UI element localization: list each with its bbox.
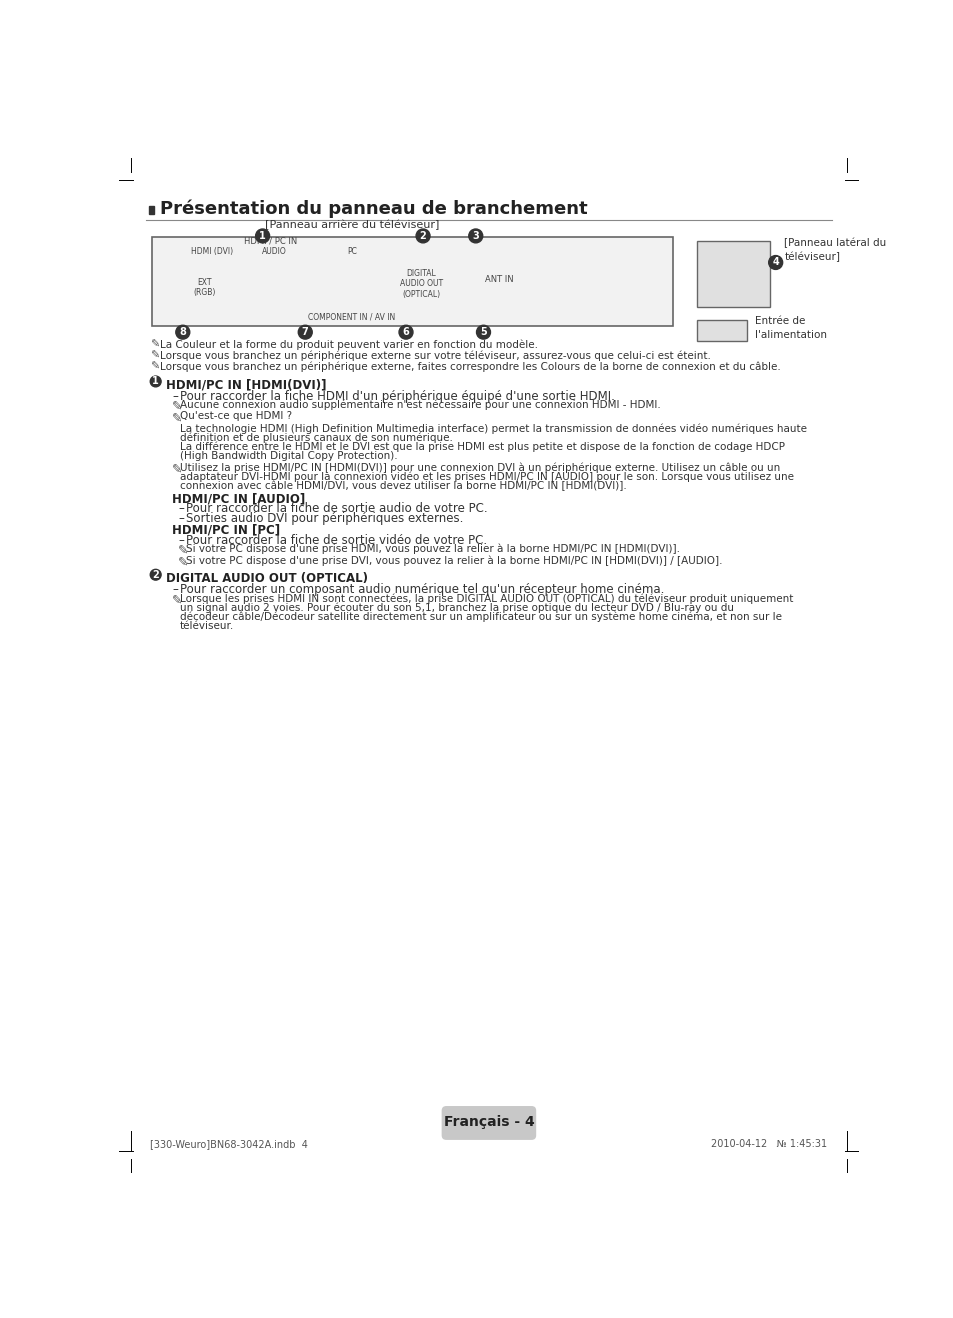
Text: Lorsque vous branchez un périphérique externe sur votre téléviseur, assurez-vous: Lorsque vous branchez un périphérique ex… xyxy=(160,351,710,361)
Text: Présentation du panneau de branchement: Présentation du panneau de branchement xyxy=(160,200,587,219)
Text: –: – xyxy=(178,502,184,515)
Circle shape xyxy=(476,326,490,339)
Bar xyxy=(696,241,769,307)
Text: ✎: ✎ xyxy=(150,361,159,372)
Text: La Couleur et la forme du produit peuvent varier en fonction du modèle.: La Couleur et la forme du produit peuven… xyxy=(160,340,537,351)
Text: Pour raccorder la fiche HDMI d'un périphérique équipé d'une sortie HDMI.: Pour raccorder la fiche HDMI d'un périph… xyxy=(179,390,614,403)
Text: Entrée de
l'alimentation: Entrée de l'alimentation xyxy=(754,316,826,340)
Text: ✎: ✎ xyxy=(172,463,182,476)
Text: ✎: ✎ xyxy=(178,555,189,568)
Text: 2010-04-12   № 1:45:31: 2010-04-12 № 1:45:31 xyxy=(711,1139,827,1149)
Bar xyxy=(152,237,673,326)
Text: Pour raccorder un composant audio numérique tel qu'un récepteur home cinéma.: Pour raccorder un composant audio numéri… xyxy=(179,583,663,596)
Text: un signal audio 2 voies. Pour écouter du son 5,1, branchez la prise optique du l: un signal audio 2 voies. Pour écouter du… xyxy=(179,602,733,613)
Text: 4: 4 xyxy=(772,257,779,268)
Circle shape xyxy=(150,376,161,387)
Text: ✎: ✎ xyxy=(172,411,182,424)
Text: EXT
(RGB): EXT (RGB) xyxy=(193,278,215,298)
Text: 3: 3 xyxy=(472,231,478,241)
Text: Pour raccorder la fiche de sortie audio de votre PC.: Pour raccorder la fiche de sortie audio … xyxy=(186,502,487,515)
Text: Si votre PC dispose d'une prise HDMI, vous pouvez la relier à la borne HDMI/PC I: Si votre PC dispose d'une prise HDMI, vo… xyxy=(186,544,679,555)
Text: –: – xyxy=(172,390,177,403)
Text: téléviseur.: téléviseur. xyxy=(179,621,233,631)
Text: 2: 2 xyxy=(419,231,426,241)
Text: 1: 1 xyxy=(259,231,266,241)
Text: ANT IN: ANT IN xyxy=(484,275,513,285)
Text: ✎: ✎ xyxy=(178,544,189,558)
Text: DIGITAL
AUDIO OUT
(OPTICAL): DIGITAL AUDIO OUT (OPTICAL) xyxy=(399,269,442,299)
Text: (High Bandwidth Digital Copy Protection).: (High Bandwidth Digital Copy Protection)… xyxy=(179,451,396,461)
Text: COMPONENT IN / AV IN: COMPONENT IN / AV IN xyxy=(308,312,395,322)
Text: AUDIO: AUDIO xyxy=(262,246,286,256)
Text: –: – xyxy=(172,583,177,596)
Text: HDMI (DVI): HDMI (DVI) xyxy=(191,246,233,256)
Text: HDMI / PC IN: HDMI / PC IN xyxy=(244,237,296,246)
Circle shape xyxy=(255,229,270,243)
Text: 6: 6 xyxy=(402,327,409,337)
Circle shape xyxy=(298,326,312,339)
Text: ✎: ✎ xyxy=(150,351,159,361)
Text: Français - 4: Français - 4 xyxy=(443,1115,534,1130)
Text: La technologie HDMI (High Definition Multimedia interface) permet la transmissio: La technologie HDMI (High Definition Mul… xyxy=(179,423,806,434)
Text: PC: PC xyxy=(347,246,356,256)
Bar xyxy=(696,320,746,341)
Circle shape xyxy=(416,229,430,243)
Text: 5: 5 xyxy=(479,327,486,337)
Text: –: – xyxy=(178,534,184,547)
Text: 1: 1 xyxy=(152,377,159,386)
Text: [Panneau latéral du
téléviseur]: [Panneau latéral du téléviseur] xyxy=(783,237,885,262)
Text: La différence entre le HDMI et le DVI est que la prise HDMI est plus petite et d: La différence entre le HDMI et le DVI es… xyxy=(179,442,784,452)
Text: Lorsque vous branchez un périphérique externe, faites correspondre les Colours d: Lorsque vous branchez un périphérique ex… xyxy=(160,361,781,372)
Text: Aucune connexion audio supplémentaire n'est nécessaire pour une connexion HDMI -: Aucune connexion audio supplémentaire n'… xyxy=(179,399,659,410)
Circle shape xyxy=(468,229,482,243)
Circle shape xyxy=(398,326,413,339)
Text: Qu'est-ce que HDMI ?: Qu'est-ce que HDMI ? xyxy=(179,411,292,422)
Text: Pour raccorder la fiche de sortie vidéo de votre PC.: Pour raccorder la fiche de sortie vidéo … xyxy=(186,534,487,547)
Text: HDMI/PC IN [HDMI(DVI)]: HDMI/PC IN [HDMI(DVI)] xyxy=(166,378,326,391)
Circle shape xyxy=(175,326,190,339)
Text: ✎: ✎ xyxy=(172,593,182,606)
Circle shape xyxy=(768,256,781,269)
Text: HDMI/PC IN [AUDIO]: HDMI/PC IN [AUDIO] xyxy=(172,493,305,505)
Text: 7: 7 xyxy=(301,327,309,337)
Text: –: – xyxy=(178,513,184,526)
Text: Si votre PC dispose d'une prise DVI, vous pouvez la relier à la borne HDMI/PC IN: Si votre PC dispose d'une prise DVI, vou… xyxy=(186,555,721,565)
Text: 8: 8 xyxy=(179,327,186,337)
Text: adaptateur DVI-HDMI pour la connexion vidéo et les prises HDMI/PC IN [AUDIO] pou: adaptateur DVI-HDMI pour la connexion vi… xyxy=(179,472,793,482)
Text: HDMI/PC IN [PC]: HDMI/PC IN [PC] xyxy=(172,525,280,536)
Text: connexion avec câble HDMI/DVI, vous devez utiliser la borne HDMI/PC IN [HDMI(DVI: connexion avec câble HDMI/DVI, vous deve… xyxy=(179,481,626,492)
Text: [Panneau arrière du téléviseur]: [Panneau arrière du téléviseur] xyxy=(264,219,438,229)
Text: [330-Weuro]BN68-3042A.indb  4: [330-Weuro]BN68-3042A.indb 4 xyxy=(150,1139,308,1149)
Text: Sorties audio DVI pour périphériques externes.: Sorties audio DVI pour périphériques ext… xyxy=(186,513,463,526)
Text: 2: 2 xyxy=(152,569,159,580)
Text: ✎: ✎ xyxy=(150,340,159,349)
Text: DIGITAL AUDIO OUT (OPTICAL): DIGITAL AUDIO OUT (OPTICAL) xyxy=(166,572,367,585)
Text: décodeur câble/Décodeur satellite directement sur un amplificateur ou sur un sys: décodeur câble/Décodeur satellite direct… xyxy=(179,612,781,622)
Text: Utilisez la prise HDMI/PC IN [HDMI(DVI)] pour une connexion DVI à un périphériqu: Utilisez la prise HDMI/PC IN [HDMI(DVI)]… xyxy=(179,463,780,473)
Bar xyxy=(149,206,154,214)
Text: définition et de plusieurs canaux de son numérique.: définition et de plusieurs canaux de son… xyxy=(179,432,452,443)
Circle shape xyxy=(150,569,161,580)
FancyBboxPatch shape xyxy=(441,1106,536,1140)
Text: ✎: ✎ xyxy=(172,399,182,413)
Text: Lorsque les prises HDMI IN sont connectées, la prise DIGITAL AUDIO OUT (OPTICAL): Lorsque les prises HDMI IN sont connecté… xyxy=(179,593,792,604)
